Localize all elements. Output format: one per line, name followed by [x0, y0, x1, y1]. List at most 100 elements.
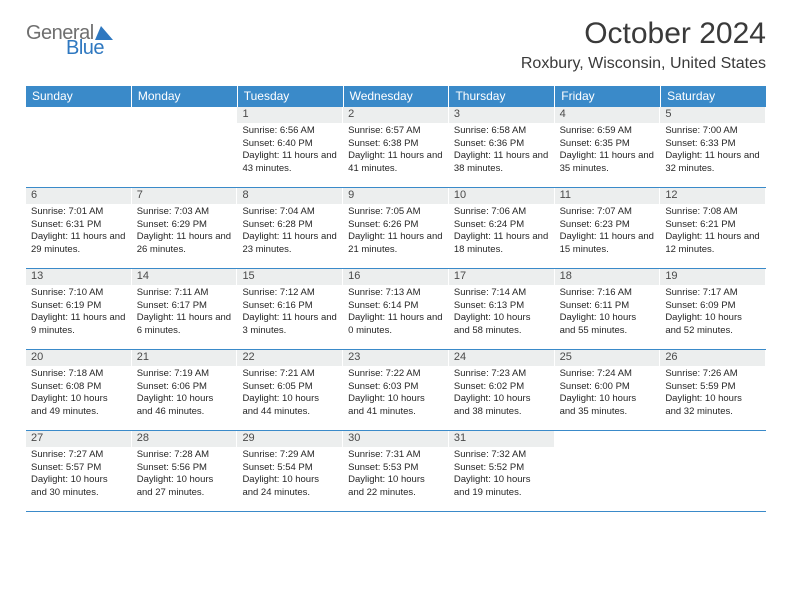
- day-body: Sunrise: 7:21 AMSunset: 6:05 PMDaylight:…: [237, 366, 342, 423]
- day-number: 3: [449, 107, 554, 123]
- day-number: 14: [132, 269, 237, 285]
- day-cell: 12Sunrise: 7:08 AMSunset: 6:21 PMDayligh…: [660, 188, 766, 268]
- week-row: 20Sunrise: 7:18 AMSunset: 6:08 PMDayligh…: [26, 350, 766, 431]
- calendar-page: General Blue October 2024 Roxbury, Wisco…: [0, 0, 792, 512]
- sunset-line: Sunset: 6:26 PM: [348, 219, 443, 232]
- daylight-line: Daylight: 10 hours and 55 minutes.: [560, 312, 655, 338]
- day-body: Sunrise: 7:16 AMSunset: 6:11 PMDaylight:…: [555, 285, 660, 342]
- sunset-line: Sunset: 6:24 PM: [454, 219, 549, 232]
- daylight-line: Daylight: 10 hours and 58 minutes.: [454, 312, 549, 338]
- sunrise-line: Sunrise: 7:24 AM: [560, 368, 655, 381]
- calendar: SundayMondayTuesdayWednesdayThursdayFrid…: [26, 86, 766, 512]
- day-cell: 19Sunrise: 7:17 AMSunset: 6:09 PMDayligh…: [660, 269, 766, 349]
- sunrise-line: Sunrise: 6:56 AM: [242, 125, 337, 138]
- sunrise-line: Sunrise: 7:29 AM: [242, 449, 337, 462]
- weekday-header: Thursday: [449, 86, 555, 107]
- sunrise-line: Sunrise: 7:31 AM: [348, 449, 443, 462]
- day-body: Sunrise: 7:01 AMSunset: 6:31 PMDaylight:…: [26, 204, 131, 261]
- day-number: 6: [26, 188, 131, 204]
- day-cell: 17Sunrise: 7:14 AMSunset: 6:13 PMDayligh…: [449, 269, 555, 349]
- sunset-line: Sunset: 6:17 PM: [137, 300, 232, 313]
- day-number: 1: [237, 107, 342, 123]
- daylight-line: Daylight: 10 hours and 30 minutes.: [31, 474, 126, 500]
- day-cell: 10Sunrise: 7:06 AMSunset: 6:24 PMDayligh…: [449, 188, 555, 268]
- daylight-line: Daylight: 11 hours and 35 minutes.: [560, 150, 655, 176]
- day-cell: 2Sunrise: 6:57 AMSunset: 6:38 PMDaylight…: [343, 107, 449, 187]
- day-body: Sunrise: 7:24 AMSunset: 6:00 PMDaylight:…: [555, 366, 660, 423]
- sunset-line: Sunset: 6:11 PM: [560, 300, 655, 313]
- sunset-line: Sunset: 6:28 PM: [242, 219, 337, 232]
- sunrise-line: Sunrise: 7:03 AM: [137, 206, 232, 219]
- sunset-line: Sunset: 6:21 PM: [665, 219, 760, 232]
- sunset-line: Sunset: 6:40 PM: [242, 138, 337, 151]
- sunrise-line: Sunrise: 7:32 AM: [454, 449, 549, 462]
- sunrise-line: Sunrise: 7:19 AM: [137, 368, 232, 381]
- sunset-line: Sunset: 6:31 PM: [31, 219, 126, 232]
- logo-word-2: Blue: [66, 39, 114, 58]
- day-cell: 6Sunrise: 7:01 AMSunset: 6:31 PMDaylight…: [26, 188, 132, 268]
- day-body: Sunrise: 7:13 AMSunset: 6:14 PMDaylight:…: [343, 285, 448, 342]
- sunrise-line: Sunrise: 7:18 AM: [31, 368, 126, 381]
- day-cell: 3Sunrise: 6:58 AMSunset: 6:36 PMDaylight…: [449, 107, 555, 187]
- daylight-line: Daylight: 11 hours and 6 minutes.: [137, 312, 232, 338]
- day-body: Sunrise: 7:17 AMSunset: 6:09 PMDaylight:…: [660, 285, 765, 342]
- daylight-line: Daylight: 11 hours and 23 minutes.: [242, 231, 337, 257]
- day-number: 13: [26, 269, 131, 285]
- sunrise-line: Sunrise: 6:57 AM: [348, 125, 443, 138]
- sunrise-line: Sunrise: 6:59 AM: [560, 125, 655, 138]
- day-cell: 24Sunrise: 7:23 AMSunset: 6:02 PMDayligh…: [449, 350, 555, 430]
- sunset-line: Sunset: 6:09 PM: [665, 300, 760, 313]
- week-row: 13Sunrise: 7:10 AMSunset: 6:19 PMDayligh…: [26, 269, 766, 350]
- sunset-line: Sunset: 6:29 PM: [137, 219, 232, 232]
- week-row: 6Sunrise: 7:01 AMSunset: 6:31 PMDaylight…: [26, 188, 766, 269]
- day-cell: 18Sunrise: 7:16 AMSunset: 6:11 PMDayligh…: [555, 269, 661, 349]
- empty-day-cell: [132, 107, 238, 187]
- weekday-header: Friday: [555, 86, 661, 107]
- sunrise-line: Sunrise: 7:06 AM: [454, 206, 549, 219]
- sunrise-line: Sunrise: 7:11 AM: [137, 287, 232, 300]
- sunrise-line: Sunrise: 7:16 AM: [560, 287, 655, 300]
- day-cell: 14 Sunrise: 7:11 AMSunset: 6:17 PMDayligh…: [132, 269, 238, 349]
- day-number: 18: [555, 269, 660, 285]
- day-body: Sunrise: 7:19 AMSunset: 6:06 PMDaylight:…: [132, 366, 237, 423]
- day-number: 26: [660, 350, 765, 366]
- day-cell: 16Sunrise: 7:13 AMSunset: 6:14 PMDayligh…: [343, 269, 449, 349]
- day-body: Sunrise: 7:28 AMSunset: 5:56 PMDaylight:…: [132, 447, 237, 504]
- sunset-line: Sunset: 6:00 PM: [560, 381, 655, 394]
- daylight-line: Daylight: 10 hours and 22 minutes.: [348, 474, 443, 500]
- sunrise-line: Sunrise: 6:58 AM: [454, 125, 549, 138]
- day-cell: 27Sunrise: 7:27 AMSunset: 5:57 PMDayligh…: [26, 431, 132, 511]
- daylight-line: Daylight: 11 hours and 15 minutes.: [560, 231, 655, 257]
- day-cell: 13Sunrise: 7:10 AMSunset: 6:19 PMDayligh…: [26, 269, 132, 349]
- day-cell: 22Sunrise: 7:21 AMSunset: 6:05 PMDayligh…: [237, 350, 343, 430]
- day-body: Sunrise: 7:31 AMSunset: 5:53 PMDaylight:…: [343, 447, 448, 504]
- sunset-line: Sunset: 6:19 PM: [31, 300, 126, 313]
- day-number: 17: [449, 269, 554, 285]
- sunset-line: Sunset: 5:56 PM: [137, 462, 232, 475]
- sunset-line: Sunset: 5:53 PM: [348, 462, 443, 475]
- day-body: Sunrise: 7:08 AMSunset: 6:21 PMDaylight:…: [660, 204, 765, 261]
- day-cell: 25Sunrise: 7:24 AMSunset: 6:00 PMDayligh…: [555, 350, 661, 430]
- daylight-line: Daylight: 11 hours and 12 minutes.: [665, 231, 760, 257]
- day-body: Sunrise: 6:56 AMSunset: 6:40 PMDaylight:…: [237, 123, 342, 180]
- daylight-line: Daylight: 11 hours and 29 minutes.: [31, 231, 126, 257]
- day-cell: 9Sunrise: 7:05 AMSunset: 6:26 PMDaylight…: [343, 188, 449, 268]
- week-row: 1Sunrise: 6:56 AMSunset: 6:40 PMDaylight…: [26, 107, 766, 188]
- day-body: Sunrise: 7:27 AMSunset: 5:57 PMDaylight:…: [26, 447, 131, 504]
- day-number: 30: [343, 431, 448, 447]
- day-cell: 1Sunrise: 6:56 AMSunset: 6:40 PMDaylight…: [237, 107, 343, 187]
- daylight-line: Daylight: 11 hours and 43 minutes.: [242, 150, 337, 176]
- daylight-line: Daylight: 10 hours and 44 minutes.: [242, 393, 337, 419]
- day-number: 28: [132, 431, 237, 447]
- day-number: 16: [343, 269, 448, 285]
- weekday-header-row: SundayMondayTuesdayWednesdayThursdayFrid…: [26, 86, 766, 107]
- day-cell: 8Sunrise: 7:04 AMSunset: 6:28 PMDaylight…: [237, 188, 343, 268]
- empty-day-cell: [555, 431, 661, 511]
- day-cell: 23Sunrise: 7:22 AMSunset: 6:03 PMDayligh…: [343, 350, 449, 430]
- sunset-line: Sunset: 5:54 PM: [242, 462, 337, 475]
- sunset-line: Sunset: 6:23 PM: [560, 219, 655, 232]
- day-cell: 11Sunrise: 7:07 AMSunset: 6:23 PMDayligh…: [555, 188, 661, 268]
- location-subtitle: Roxbury, Wisconsin, United States: [521, 56, 766, 72]
- day-body: Sunrise: 7:04 AMSunset: 6:28 PMDaylight:…: [237, 204, 342, 261]
- daylight-line: Daylight: 10 hours and 52 minutes.: [665, 312, 760, 338]
